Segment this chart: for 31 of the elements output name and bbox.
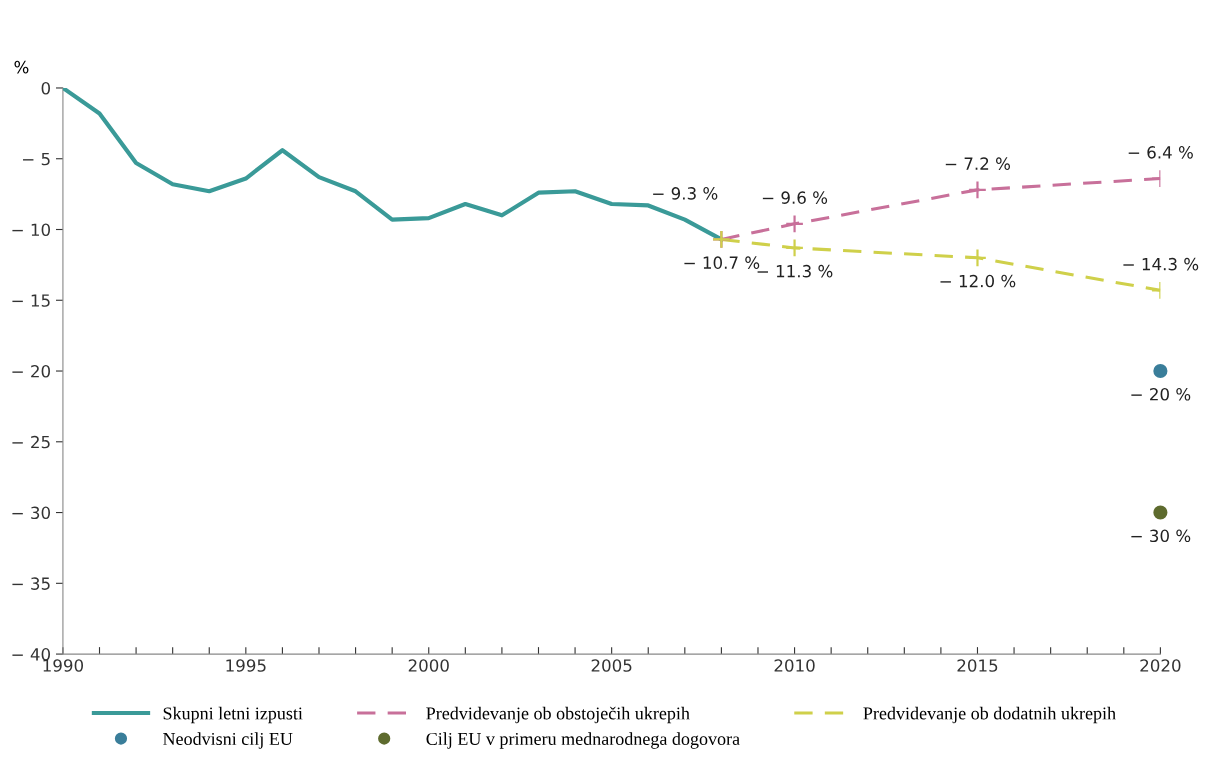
y-tick-label: − 5 bbox=[23, 152, 50, 166]
y-tick-label: − 15 bbox=[12, 294, 50, 307]
y-tick-label: − 25 bbox=[12, 435, 50, 449]
data-label: − 9.3 % bbox=[653, 187, 718, 200]
y-tick-label: − 35 bbox=[12, 577, 50, 590]
y-axis-title: % bbox=[14, 60, 29, 74]
x-tick-label: 2020 bbox=[1140, 659, 1181, 672]
data-label: − 14.3 % bbox=[1123, 257, 1199, 271]
x-tick-label: 2005 bbox=[591, 659, 632, 672]
legend-label: Predvidevanje ob obstoječih ukrepih bbox=[426, 706, 690, 724]
x-tick-label: 2010 bbox=[774, 659, 815, 672]
y-tick-label: − 10 bbox=[12, 223, 51, 237]
x-tick-label: 2015 bbox=[957, 659, 998, 672]
legend-label: Cilj EU v primeru mednarodnega dogovora bbox=[426, 732, 740, 749]
y-tick-label: − 40 bbox=[12, 648, 51, 661]
y-tick-label: − 20 bbox=[12, 364, 51, 378]
data-label: − 7.2 % bbox=[945, 157, 1011, 170]
data-label: − 20 % bbox=[1131, 387, 1191, 401]
legend-label: Predvidevanje ob dodatnih ukrepih bbox=[863, 706, 1116, 724]
data-label: − 30 % bbox=[1131, 529, 1191, 543]
y-tick-label: 0 bbox=[41, 81, 51, 95]
x-tick-label: 1995 bbox=[226, 659, 266, 672]
x-tick-label: 1990 bbox=[43, 659, 84, 672]
legend-label: Neodvisni cilj EU bbox=[163, 732, 293, 749]
y-tick-label: − 30 bbox=[12, 506, 51, 520]
data-label: − 9.6 % bbox=[762, 191, 828, 204]
legend-label: Skupni letni izpusti bbox=[163, 706, 303, 724]
data-label: − 6.4 % bbox=[1128, 146, 1193, 159]
data-label: − 12.0 % bbox=[940, 274, 1016, 288]
x-tick-label: 2000 bbox=[408, 659, 449, 672]
data-label: − 10.7 % bbox=[684, 256, 760, 269]
